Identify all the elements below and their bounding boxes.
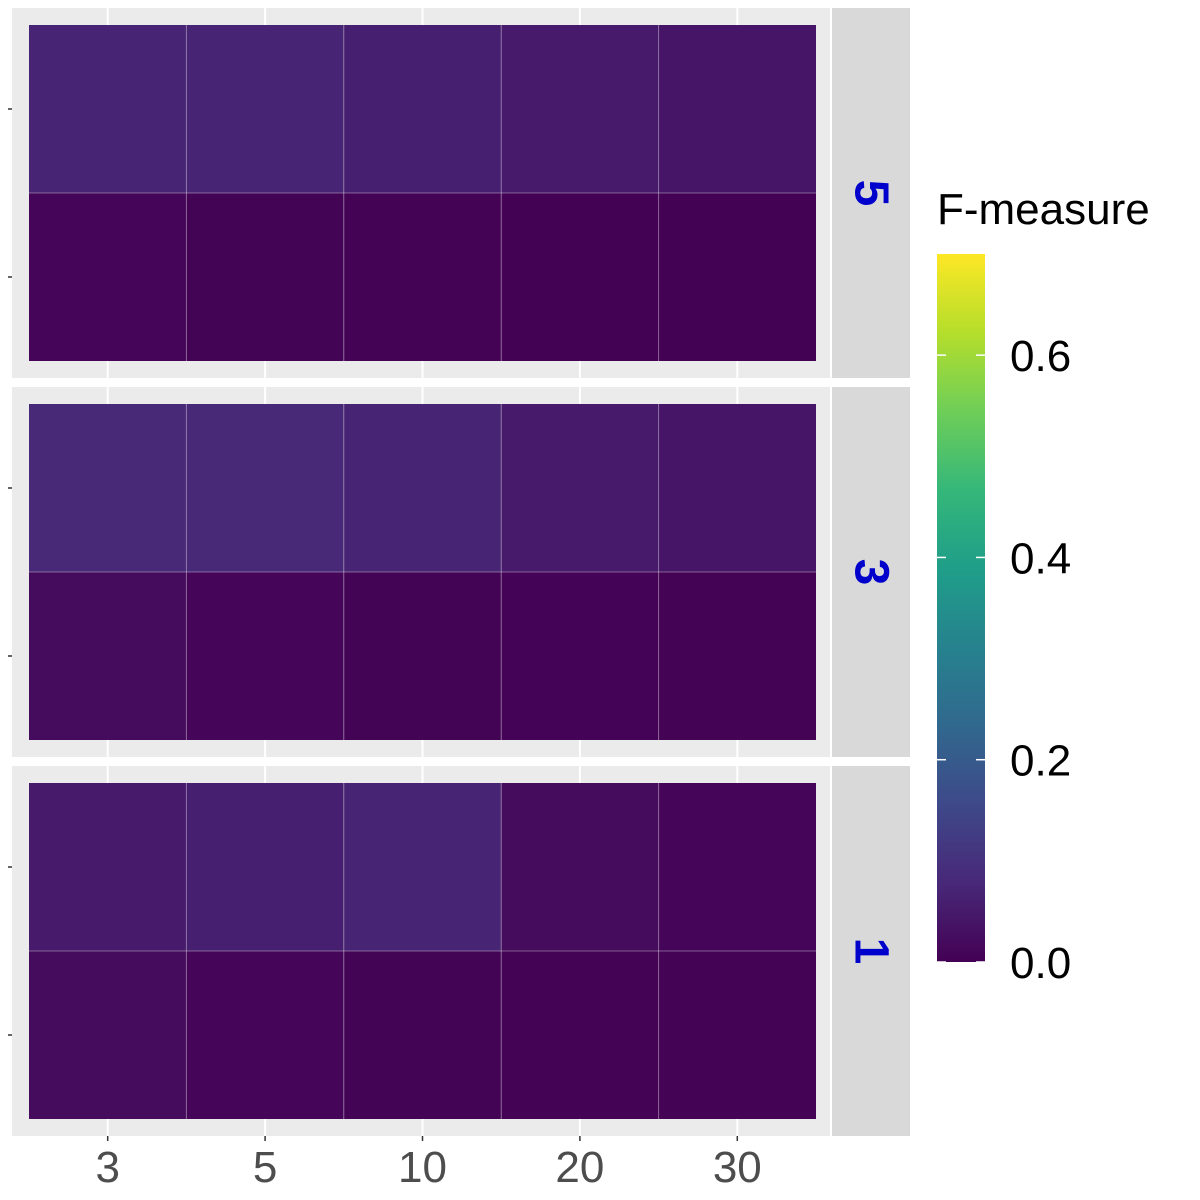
heatmap-cell: [501, 572, 659, 740]
facet-panel: 5: [8, 8, 910, 378]
heatmap-cell: [29, 25, 187, 193]
heatmap-cell: [658, 404, 816, 572]
legend-tick-label: 0.2: [1010, 737, 1071, 786]
x-tick-label: 5: [253, 1143, 277, 1192]
heatmap-cell: [186, 25, 344, 193]
legend-tick-label: 0.0: [1010, 939, 1071, 988]
facet-strip: [832, 8, 910, 378]
legend-title: F-measure: [937, 185, 1150, 234]
facet-strip: [832, 766, 910, 1136]
heatmap-cell: [658, 193, 816, 361]
facet-strip-label: 5: [845, 180, 898, 207]
heatmap-cell: [186, 951, 344, 1119]
heatmap-cell: [501, 25, 659, 193]
heatmap-cell: [186, 783, 344, 951]
legend: F-measure 0.0 0.2 0.4 0.6: [937, 185, 1150, 988]
x-tick-label: 10: [398, 1143, 447, 1192]
heatmap-cell: [501, 193, 659, 361]
heatmap-cell: [658, 783, 816, 951]
heatmap-cell: [658, 572, 816, 740]
heatmap-cell: [343, 951, 502, 1119]
facet-panel: 1: [8, 766, 910, 1136]
x-tick-label: 20: [555, 1143, 604, 1192]
legend-ticks: 0.0 0.2 0.4 0.6: [937, 332, 1071, 988]
colorbar: [937, 254, 985, 962]
heatmap-cell: [501, 951, 659, 1119]
x-tick-label: 3: [95, 1143, 119, 1192]
heatmap-cell: [343, 783, 502, 951]
heatmap-cell: [29, 783, 187, 951]
facet-panel: 3: [8, 387, 910, 757]
legend-tick-label: 0.6: [1010, 332, 1071, 381]
legend-tick-label: 0.4: [1010, 534, 1071, 583]
heatmap-cell: [343, 404, 502, 572]
heatmap-cell: [29, 404, 187, 572]
facet-strip-label: 1: [845, 938, 898, 965]
facet-strip-label: 3: [845, 559, 898, 586]
heatmap-cell: [343, 572, 502, 740]
x-axis: 3 5 10 20 30: [95, 1136, 762, 1192]
x-tick-label: 30: [713, 1143, 762, 1192]
heatmap-cell: [658, 25, 816, 193]
heatmap-cell: [186, 572, 344, 740]
facet-panels: 5 3 1: [8, 8, 910, 1136]
heatmap-cell: [343, 25, 502, 193]
heatmap-cell: [343, 193, 502, 361]
facet-strip: [832, 387, 910, 757]
heatmap-cell: [29, 193, 187, 361]
heatmap-cell: [186, 193, 344, 361]
heatmap-cell: [501, 404, 659, 572]
heatmap-cell: [29, 951, 187, 1119]
heatmap-cell: [186, 404, 344, 572]
heatmap-cell: [501, 783, 659, 951]
heatmap-cell: [29, 572, 187, 740]
heatmap-cell: [658, 951, 816, 1119]
